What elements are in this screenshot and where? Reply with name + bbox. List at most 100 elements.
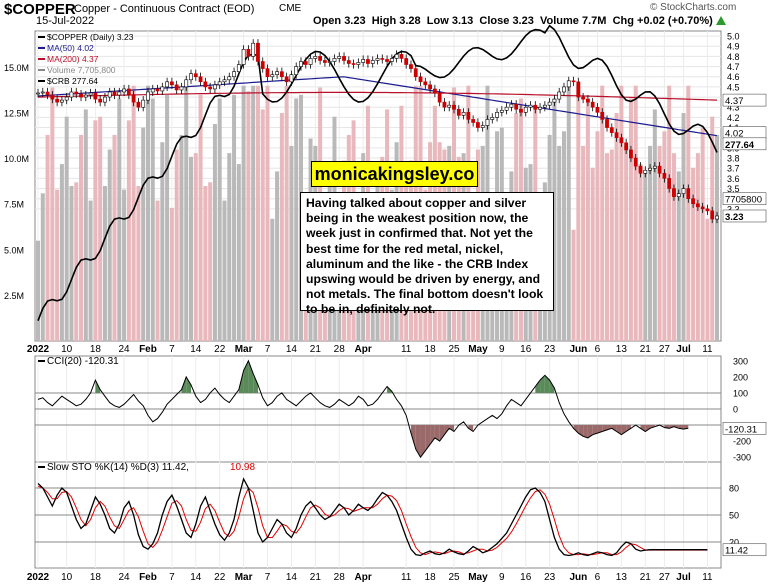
cci-fill-negative [645,425,651,432]
cci-fill-positive [186,376,192,393]
exchange: CME [279,3,302,14]
cci-fill-negative [420,425,426,458]
x-tick-label-top: 27 [659,344,671,355]
candle-body [55,98,60,103]
price-tick-label: 4.2 [727,113,740,123]
volume-bar [643,171,648,341]
candle-body [323,60,327,63]
volume-bar [98,116,103,342]
candle-body [107,91,112,98]
volume-tag-box [722,192,767,206]
x-tick-label-bottom: 22 [214,572,226,583]
candle-body [495,112,499,118]
legend-label: $COPPER (Daily) 3.23 [47,32,134,42]
symbol: $COPPER [4,1,76,18]
volume-bar [74,182,79,341]
x-tick-label-bottom: 14 [190,572,202,583]
volume-bar [619,85,624,342]
legend-label: MA(200) 4.37 [47,54,99,64]
legend-label: Volume 7,705,800 [47,65,116,75]
volume-bar [260,109,265,341]
cci-fill-negative [640,425,646,432]
candle-body [456,108,461,116]
volume-bar [710,116,715,342]
candle-body [74,91,79,95]
volume-bar [198,94,203,341]
sto-k-line [37,477,708,557]
x-tick-label-bottom: 24 [119,572,131,583]
volume-bar [571,229,576,341]
volume-bar [585,98,590,342]
volume-bar [576,85,581,342]
candle-body [117,91,122,96]
candle-body [700,206,705,210]
legend-label: MA(50) 4.02 [47,43,94,53]
volume-bar [676,171,681,341]
candle-body [686,188,691,200]
candle-body [523,106,528,113]
x-tick-label-top: 7 [265,344,271,355]
candle-body [514,103,519,110]
x-tick-label-bottom: 21 [310,572,322,583]
x-tick-label-top: 11 [702,344,713,355]
x-tick-label-top: 7 [169,344,175,355]
volume-bar [169,207,174,341]
cci-last-tag-box [722,422,767,435]
price-tick-label: 3.7 [727,164,740,174]
volume-bar [174,149,179,341]
candle-body [413,68,418,78]
candle-body [562,86,566,93]
volume-tag: 7705800 [725,195,762,206]
candle-body [203,81,208,88]
candle-body [471,119,476,123]
candle-body [710,210,715,220]
candle-body [36,92,40,95]
candle-body [236,64,241,72]
x-tick-label-bottom: 9 [499,572,505,583]
x-tick-label-bottom: 11 [401,572,412,583]
ma50-tag: 4.02 [725,129,744,140]
candle-body [480,125,485,128]
candle-body [60,99,64,103]
candlesticks [36,39,719,224]
x-tick-label-top: 16 [520,344,532,355]
volume-bar [232,94,237,341]
candle-body [691,198,695,205]
volume-bar [705,218,710,341]
x-tick-label-top: 22 [214,344,226,355]
sto-tick-label: 20 [729,538,739,548]
x-tick-label-top: 9 [499,344,505,355]
candle-body [294,66,299,76]
volume-bar [657,145,662,341]
candle-body [126,88,131,96]
candle-body [213,84,217,90]
candle-body [547,101,552,106]
candle-body [79,93,83,98]
x-tick-label-top: 10 [61,344,73,355]
volume-bar [36,240,40,341]
candle-body [98,98,103,103]
candle-body [169,81,174,86]
candle-body [184,79,189,88]
cci-tick-label: 300 [733,356,748,366]
sto-tick-label: 50 [729,511,739,521]
candle-body [629,149,633,159]
candle-body [232,71,236,78]
stochastic-series [37,477,708,557]
candle-body [609,127,614,133]
candle-body [150,88,155,93]
volume-bar [160,142,165,341]
candle-body [227,76,232,81]
cci-last-tag: -120.31 [725,424,757,435]
candle-body [146,91,150,101]
x-tick-label-top: Mar [235,344,253,355]
volume-tick-label: 7.5M [4,200,24,210]
crb-tag: 277.64 [725,140,755,151]
candle-body [45,91,50,96]
candle-body [83,94,88,98]
candle-body [93,92,98,100]
candle-body [652,165,657,169]
volume-bar [715,134,719,341]
candle-body [64,96,69,101]
